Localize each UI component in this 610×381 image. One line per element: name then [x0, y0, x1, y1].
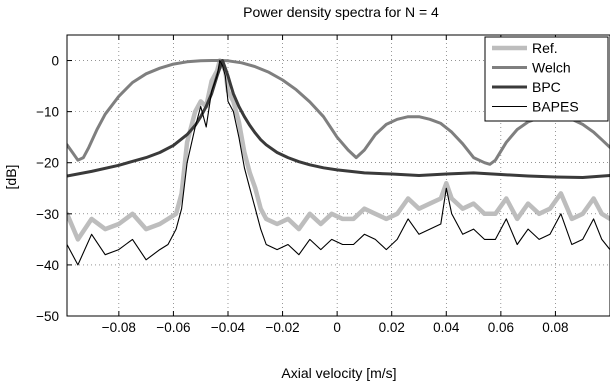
- x-tick-label: −0.02: [265, 320, 299, 335]
- x-tick-label: 0.08: [542, 320, 568, 335]
- x-tick-label: −0.08: [102, 320, 136, 335]
- x-tick-label: 0: [333, 320, 341, 335]
- series-ref-line: [67, 58, 610, 242]
- y-tick-label: 0: [51, 54, 59, 69]
- x-tick-label: −0.04: [211, 320, 246, 335]
- plot-frame: [66, 34, 610, 317]
- y-axis-ticks: 0 −10 −20 −30 −40 −50: [36, 54, 72, 324]
- x-tick-label: 0.06: [488, 320, 514, 335]
- plot-series: [67, 58, 610, 266]
- legend-label: Ref.: [532, 40, 558, 56]
- y-axis-label: [dB]: [3, 165, 19, 190]
- series-welch-line: [67, 59, 610, 166]
- y-tick-label: −40: [36, 258, 59, 273]
- legend-label: BAPES: [532, 99, 579, 115]
- x-axis-label: Axial velocity [m/s]: [281, 365, 396, 381]
- legend: Ref. Welch BPC BAPES: [484, 36, 609, 122]
- x-tick-label: −0.06: [156, 320, 190, 335]
- series-bapes-line: [67, 59, 610, 266]
- x-tick-label: 0.02: [379, 320, 405, 335]
- legend-label: BPC: [532, 79, 561, 95]
- x-tick-label: 0.04: [433, 320, 460, 335]
- y-tick-label: −50: [36, 309, 59, 324]
- y-tick-label: −10: [36, 105, 59, 120]
- y-tick-label: −30: [36, 207, 59, 222]
- chart-title: Power density spectra for N = 4: [243, 4, 439, 20]
- y-tick-label: −20: [36, 156, 59, 171]
- x-axis-ticks: −0.08 −0.06 −0.04 −0.02 0 0.02 0.04 0.06 0.08: [102, 35, 569, 335]
- series-bpc-line: [67, 59, 610, 179]
- legend-label: Welch: [532, 60, 571, 76]
